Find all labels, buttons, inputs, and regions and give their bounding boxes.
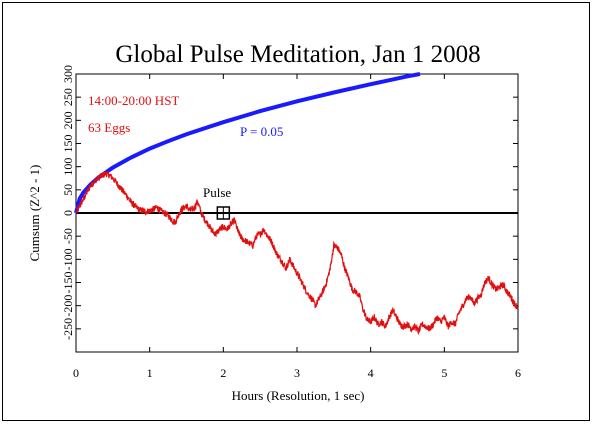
x-tick-label: 3 [294,366,300,380]
x-axis-label: Hours (Resolution, 1 sec) [232,388,365,403]
y-tick-label: 250 [61,88,75,106]
chart-frame [2,2,590,421]
series-line-probability-envelope [74,72,421,214]
time-range-annotation: 14:00-20:00 HST [88,93,179,108]
y-tick-label: -200 [61,295,75,317]
y-tick-label: -150 [61,272,75,294]
y-tick-label: -50 [61,228,75,244]
x-tick-label: 5 [441,366,447,380]
eggs-annotation: 63 Eggs [88,120,130,135]
y-tick-label: -100 [61,248,75,270]
x-tick-label: 2 [220,366,226,380]
x-tick-label: 0 [73,366,79,380]
chart-title: Global Pulse Meditation, Jan 1 2008 [115,41,480,68]
y-tick-label: 300 [61,65,75,83]
y-axis-label: Cumsum (Z^2 - 1) [27,165,42,262]
x-tick-label: 4 [368,366,374,380]
series-line-cumsum [75,171,519,336]
y-tick-label: 50 [61,184,75,196]
y-tick-label: 200 [61,111,75,129]
y-axis-ticks: -250-200-150 -100 -50 0 50 100 150 200 250 300 [61,65,518,340]
y-tick-label: -250 [61,318,75,340]
y-tick-label: 0 [61,210,75,216]
pulse-marker [216,206,231,220]
pulse-label: Pulse [203,185,231,200]
x-tick-label: 6 [515,366,521,380]
x-tick-label: 1 [147,366,153,380]
y-tick-label: 150 [61,135,75,153]
y-tick-label: 100 [61,158,75,176]
p-value-annotation: P = 0.05 [240,124,283,139]
x-axis-ticks: 0 1 2 3 4 5 6 [73,74,521,380]
